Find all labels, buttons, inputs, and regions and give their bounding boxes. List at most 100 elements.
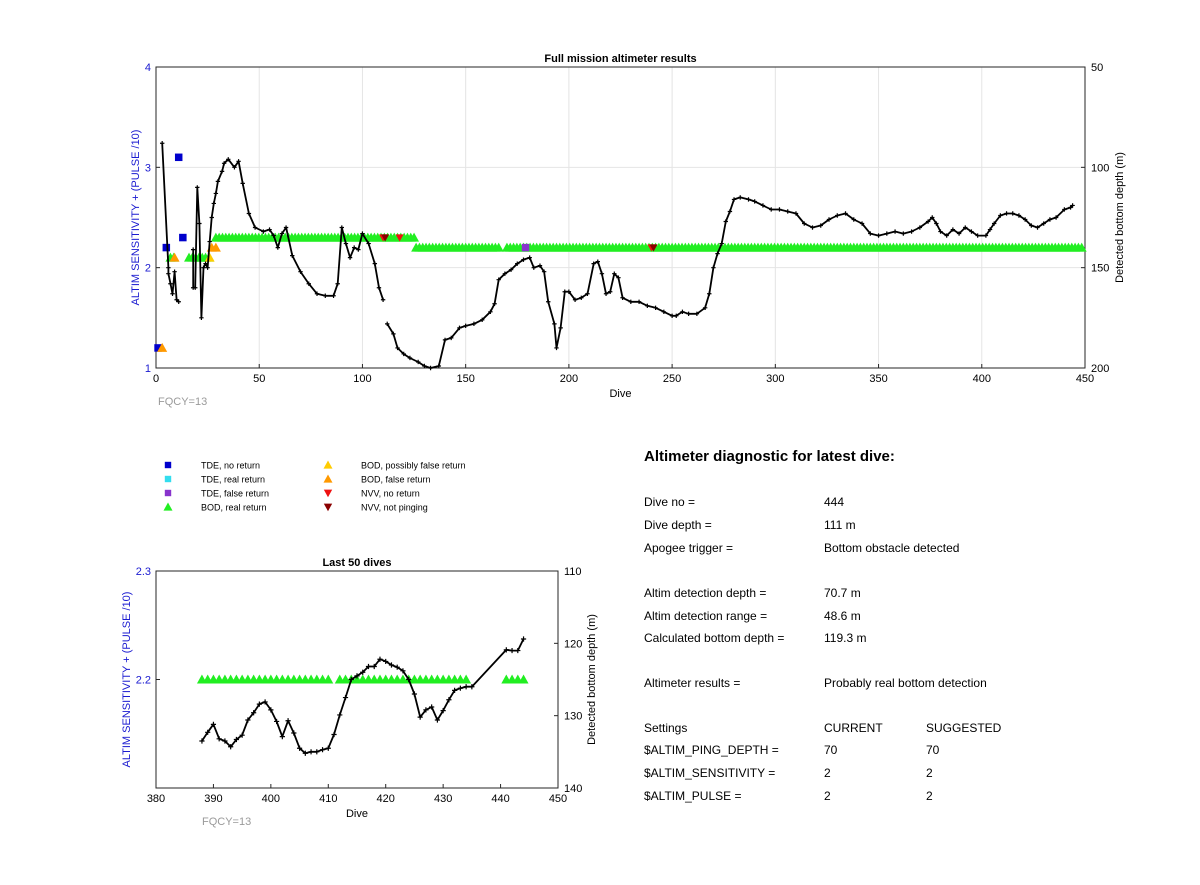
depth-point [159,141,165,146]
y-right-axis-label: Detected bottom depth (m) [586,614,598,745]
depth-point [1041,221,1046,226]
y-right-tick-label: 50 [1091,62,1103,74]
depth-point [520,636,527,642]
depth-point [423,707,429,713]
depth-point [661,309,667,315]
depth-point [210,721,217,727]
depth-point [859,221,865,226]
depth-point [233,736,239,743]
plot-frame [155,66,1086,369]
ping-depth-current: 70 [824,743,838,757]
depth-point [274,718,280,725]
depth-point [909,229,914,234]
depth-point [554,345,559,351]
depth-point [339,225,344,230]
depth-point [306,281,311,286]
depth-point [884,231,890,236]
depth-point [566,289,572,294]
depth-point [591,261,596,266]
depth-point [228,744,234,750]
legend-label: BOD, false return [361,475,431,485]
depth-point [239,732,245,738]
depth-point [347,255,353,260]
depth-point [377,656,383,662]
depth-point [222,738,228,744]
depth-point [616,275,621,280]
depth-point [351,245,357,250]
marker-triangle-up [323,674,334,684]
depth-point [546,299,551,304]
x-tick-label: 440 [491,793,509,805]
depth-point [193,285,198,290]
depth-point [969,229,974,234]
depth-point [388,662,395,668]
depth-point [777,207,782,212]
y-axis-label: ALTIM SENSITIVITY + (PULSE /10) [121,592,133,768]
depth-point [240,181,245,186]
depth-point [449,335,454,341]
depth-point [835,213,840,218]
depth-point [934,221,939,226]
depth-point [975,233,980,238]
depth-point [298,269,303,274]
depth-point [674,313,679,319]
depth-point [245,717,251,723]
y-right-tick-label: 130 [564,711,582,723]
depth-point [366,241,371,246]
depth-point [199,738,205,744]
depth-point [607,289,613,294]
depth-point [211,201,217,206]
depth-point [1016,213,1022,218]
depth-line [201,638,525,755]
depth-point [319,747,326,753]
depth-point [802,221,807,226]
altim-detection-range-label: Altim detection range = [644,609,768,623]
depth-point [723,219,728,224]
pulse-suggested: 2 [926,789,933,803]
depth-point [826,217,832,222]
legend-swatch [164,461,172,469]
depth-point [552,321,557,327]
x-tick-label: 350 [869,373,887,385]
depth-point [746,197,751,202]
depth-line [386,196,1074,369]
depth-point [711,265,716,270]
depth-point [496,277,501,282]
legend-swatch [163,502,173,511]
x-tick-label: 430 [434,793,452,805]
x-tick-label: 420 [377,793,395,805]
settings-suggested-header: SUGGESTED [926,721,1002,735]
depth-point [385,321,390,327]
marker-triangle-up [210,242,221,252]
depth-point [335,281,340,286]
depth-point [686,311,691,317]
calculated-bottom-depth-label: Calculated bottom depth = [644,631,785,645]
y-tick-label: 1 [145,363,151,375]
depth-point [199,315,204,321]
x-tick-label: 410 [319,793,337,805]
marker-square [162,243,171,252]
depth-point [172,269,177,274]
y-right-tick-label: 110 [564,566,582,578]
depth-point [205,265,210,270]
depth-point [325,745,331,751]
ping-depth-suggested: 70 [926,743,940,757]
legend-swatch [323,503,333,512]
settings-current-header: CURRENT [824,721,883,735]
depth-point [731,197,737,202]
depth-point [371,663,377,670]
legend-swatch [323,489,333,498]
legend-label: NVV, not pinging [361,503,428,513]
depth-point [612,271,617,276]
depth-point [383,658,389,665]
depth-point [653,305,658,310]
depth-point [285,718,291,724]
depth-point [463,323,468,329]
y-right-tick-label: 120 [564,638,582,650]
depth-point [296,745,303,751]
legend: TDE, no return TDE, real return TDE, false… [163,460,466,513]
depth-point [417,714,423,720]
depth-point [197,221,202,226]
depth-point [267,227,272,232]
depth-point [1062,207,1067,212]
